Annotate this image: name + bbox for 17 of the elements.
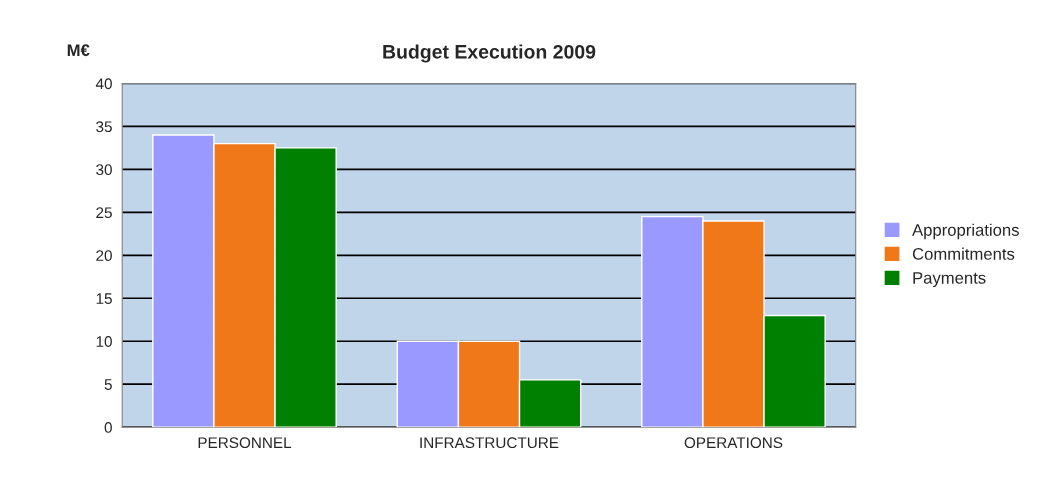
legend-label: Appropriations [912,223,1019,240]
chart-title: Budget Execution 2009 [383,44,596,63]
x-tick-label: PERSONNEL [198,437,292,449]
y-tick-label: 15 [96,293,112,304]
y-tick-label: 10 [96,336,112,347]
legend-label: Commitments [912,247,1015,260]
y-tick-label: 20 [96,250,112,262]
y-tick-label: 0 [104,422,112,433]
y-tick-label: 5 [104,379,112,390]
legend-label: Payments [913,272,986,288]
y-axis-title: M€ [67,44,90,57]
x-tick-label: INFRASTRUCTURE [420,437,559,449]
y-tick-label: 25 [96,207,112,219]
y-tick-label: 30 [96,164,112,176]
y-tick-label: 40 [95,78,112,90]
y-tick-label: 35 [96,121,112,133]
x-tick-label: OPERATIONS [684,437,783,449]
